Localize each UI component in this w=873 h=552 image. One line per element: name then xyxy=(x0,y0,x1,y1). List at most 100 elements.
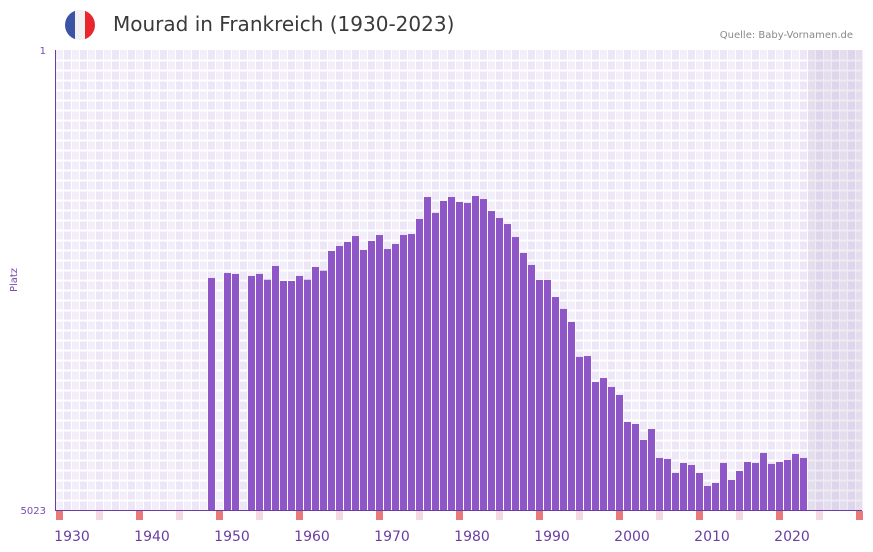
bar-1985[interactable] xyxy=(512,237,519,510)
x-tick-mark xyxy=(336,511,343,520)
bar-1989[interactable] xyxy=(544,280,551,510)
bar-1979[interactable] xyxy=(464,202,471,510)
bar-1992[interactable] xyxy=(568,321,575,510)
x-tick-label: 1990 xyxy=(534,529,570,545)
bar-2011[interactable] xyxy=(720,463,727,510)
bar-1962[interactable] xyxy=(328,250,335,511)
bar-2020[interactable] xyxy=(792,453,799,510)
bar-2009[interactable] xyxy=(704,486,711,510)
x-tick-mark xyxy=(176,511,183,520)
bar-2004[interactable] xyxy=(664,458,671,510)
bar-1996[interactable] xyxy=(600,378,607,510)
flag-stripe-red xyxy=(85,10,95,40)
bar-2008[interactable] xyxy=(696,472,703,510)
x-tick-mark xyxy=(856,511,863,520)
y-axis-label: Platz xyxy=(9,268,20,292)
x-tick-mark xyxy=(536,511,543,520)
bar-2016[interactable] xyxy=(760,452,767,510)
bar-1972[interactable] xyxy=(408,234,415,511)
bar-1975[interactable] xyxy=(432,212,439,510)
bar-2012[interactable] xyxy=(728,479,735,510)
bar-1990[interactable] xyxy=(552,297,559,510)
bar-1968[interactable] xyxy=(376,235,383,510)
bar-2019[interactable] xyxy=(784,459,791,510)
bar-1956[interactable] xyxy=(280,281,287,510)
bar-1950[interactable] xyxy=(232,273,239,510)
bar-2014[interactable] xyxy=(744,462,751,510)
bar-1973[interactable] xyxy=(416,218,423,511)
bar-1952[interactable] xyxy=(248,275,255,510)
bar-2005[interactable] xyxy=(672,472,679,510)
bar-2000[interactable] xyxy=(632,423,639,510)
x-tick-mark xyxy=(656,511,663,520)
bar-1954[interactable] xyxy=(264,279,271,510)
bar-1960[interactable] xyxy=(312,266,319,510)
bar-1981[interactable] xyxy=(480,199,487,511)
future-region xyxy=(808,50,862,510)
bar-2013[interactable] xyxy=(736,470,743,510)
bar-1980[interactable] xyxy=(472,196,479,511)
bar-2021[interactable] xyxy=(800,457,807,510)
x-tick-label: 1930 xyxy=(54,529,90,545)
x-tick-mark xyxy=(576,511,583,520)
bar-2017[interactable] xyxy=(768,463,775,510)
x-tick-label: 2000 xyxy=(614,529,650,545)
x-tick-label: 1940 xyxy=(134,529,170,545)
bar-1999[interactable] xyxy=(624,421,631,510)
bar-2002[interactable] xyxy=(648,429,655,510)
bar-1994[interactable] xyxy=(584,356,591,510)
bar-1966[interactable] xyxy=(360,249,367,511)
bar-1967[interactable] xyxy=(368,240,375,511)
x-tick-marks xyxy=(56,511,863,520)
bars xyxy=(208,196,807,511)
bar-1993[interactable] xyxy=(576,356,583,510)
x-tick-mark xyxy=(56,511,63,520)
x-tick-mark xyxy=(256,511,263,520)
x-tick-label: 1970 xyxy=(374,529,410,545)
bar-1977[interactable] xyxy=(448,197,455,511)
bar-2003[interactable] xyxy=(656,457,663,510)
bar-2015[interactable] xyxy=(752,463,759,510)
x-tick-mark xyxy=(416,511,423,520)
bar-1970[interactable] xyxy=(392,244,399,511)
bar-1969[interactable] xyxy=(384,249,391,510)
bar-1955[interactable] xyxy=(272,265,279,510)
x-tick-mark xyxy=(496,511,503,520)
bar-1988[interactable] xyxy=(536,280,543,510)
bar-1978[interactable] xyxy=(456,201,463,510)
bar-1947[interactable] xyxy=(208,277,215,510)
bar-2007[interactable] xyxy=(688,465,695,510)
bar-2010[interactable] xyxy=(712,482,719,510)
bar-1959[interactable] xyxy=(304,279,311,510)
bar-1974[interactable] xyxy=(424,197,431,511)
x-tick-mark xyxy=(96,511,103,520)
bar-1998[interactable] xyxy=(616,394,623,510)
bar-1991[interactable] xyxy=(560,308,567,510)
bar-1957[interactable] xyxy=(288,281,295,510)
bar-2001[interactable] xyxy=(640,440,647,510)
bar-1976[interactable] xyxy=(440,200,447,510)
bar-1949[interactable] xyxy=(224,273,231,510)
bar-1963[interactable] xyxy=(336,246,343,510)
bar-1986[interactable] xyxy=(520,252,527,511)
x-tick-mark xyxy=(816,511,823,520)
bar-1984[interactable] xyxy=(504,224,511,511)
bar-1997[interactable] xyxy=(608,386,615,510)
x-tick-label: 1960 xyxy=(294,529,330,545)
bar-1982[interactable] xyxy=(488,211,495,511)
bar-1983[interactable] xyxy=(496,217,503,511)
bar-2006[interactable] xyxy=(680,463,687,510)
x-tick-mark xyxy=(376,511,383,520)
bar-1987[interactable] xyxy=(528,264,535,510)
bar-1964[interactable] xyxy=(344,241,351,511)
bar-1965[interactable] xyxy=(352,236,359,510)
y-tick-label-bottom: 5023 xyxy=(21,506,46,517)
bar-1995[interactable] xyxy=(592,382,599,510)
bar-2018[interactable] xyxy=(776,462,783,510)
bar-1971[interactable] xyxy=(400,235,407,510)
x-tick-label: 1950 xyxy=(214,529,250,545)
bar-1961[interactable] xyxy=(320,270,327,510)
bar-1953[interactable] xyxy=(256,273,263,510)
bar-1958[interactable] xyxy=(296,275,303,510)
